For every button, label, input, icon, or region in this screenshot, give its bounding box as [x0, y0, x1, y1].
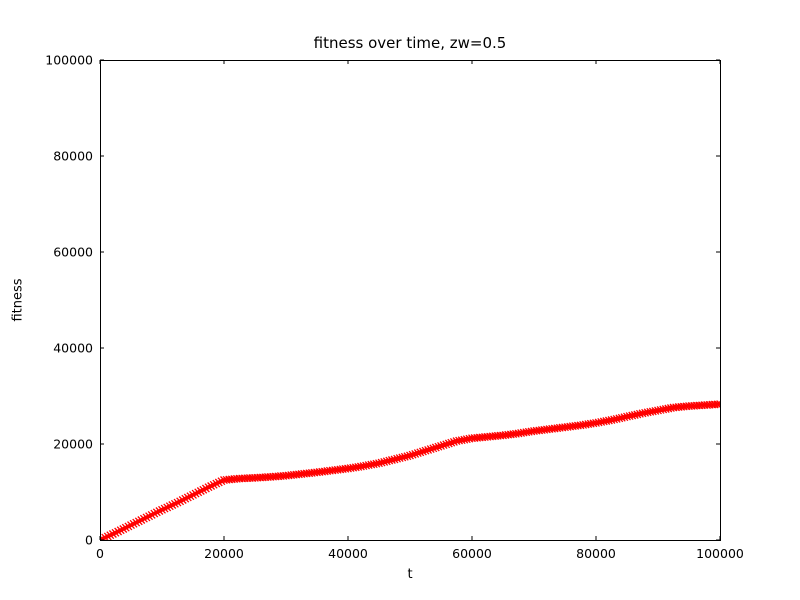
x-tick-label: 80000 — [576, 546, 616, 561]
y-tick-label: 100000 — [45, 52, 93, 68]
x-tick-label: 20000 — [204, 546, 244, 561]
x-axis-label: t — [407, 567, 413, 582]
x-tick-label: 0 — [96, 546, 104, 561]
x-tick-label: 60000 — [452, 546, 492, 561]
x-tick-label: 40000 — [328, 546, 368, 561]
series-line-fitness — [100, 402, 720, 540]
axis-ticks — [99, 59, 721, 541]
series-markers-fitness — [100, 400, 720, 540]
y-tick-label: 60000 — [53, 244, 93, 260]
y-tick-label: 80000 — [53, 148, 93, 164]
y-tick-label: 40000 — [53, 340, 93, 356]
y-tick-label: 0 — [85, 532, 93, 548]
chart-title: fitness over time, zw=0.5 — [313, 34, 507, 52]
y-tick-label: 20000 — [53, 436, 93, 452]
axes-frame — [100, 60, 721, 541]
x-tick-label: 100000 — [696, 546, 744, 561]
series-group — [100, 400, 720, 540]
y-axis-label: fitness — [10, 278, 26, 322]
